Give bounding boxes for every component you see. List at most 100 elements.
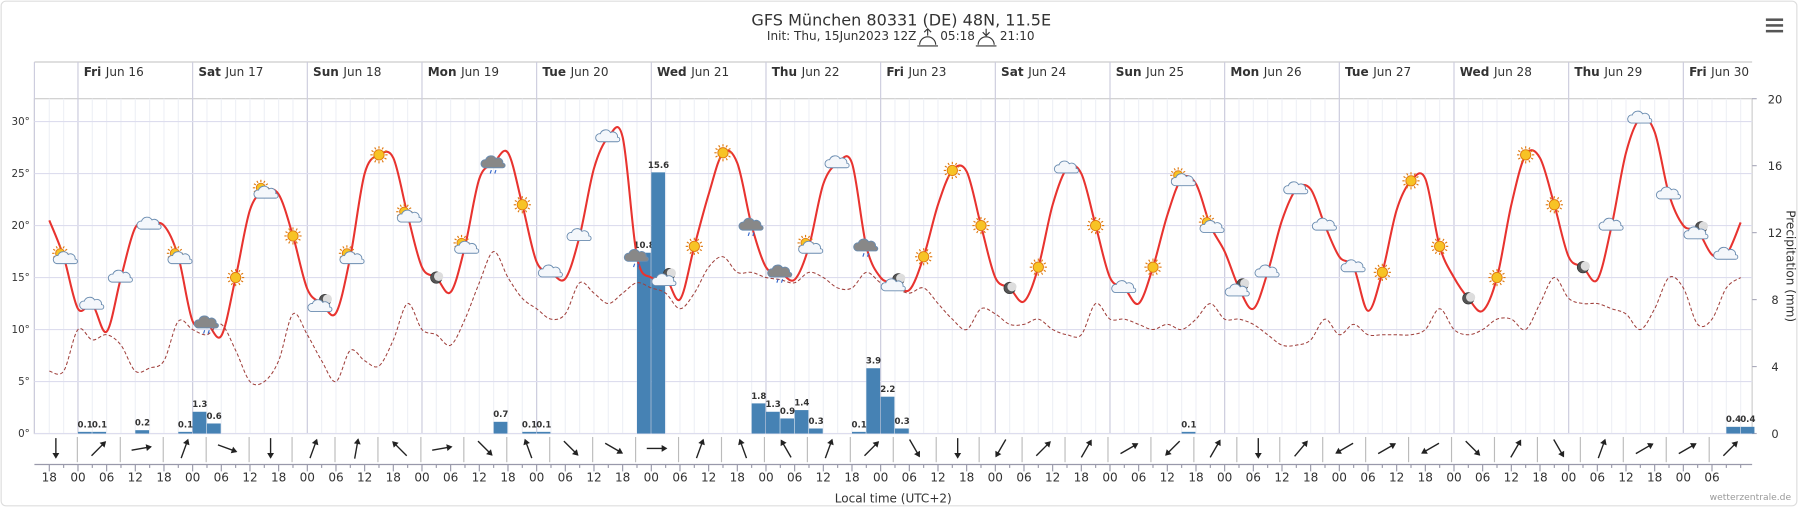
- sun-ray: [1209, 214, 1212, 218]
- y-tick-label: 15°: [12, 272, 30, 284]
- weekday: Sat: [1001, 65, 1024, 79]
- wind-arrow: [695, 438, 705, 459]
- day-label: Sun Jun 18: [313, 65, 381, 79]
- sun-ray: [1098, 217, 1101, 221]
- wind-arrow: [432, 444, 453, 452]
- weather-icon: [738, 217, 764, 237]
- sun-ray: [298, 231, 301, 234]
- sun-ray: [1444, 249, 1448, 252]
- sun-ray: [466, 238, 469, 241]
- sun-ray: [918, 261, 921, 265]
- arrow-head: [1165, 449, 1172, 456]
- sun-ray: [265, 183, 269, 186]
- moon-light: [1466, 292, 1476, 302]
- day-label: Tue Jun 20: [542, 65, 608, 79]
- rain-drop: [637, 263, 640, 268]
- arrow-head: [661, 444, 668, 452]
- arrow-head: [1689, 443, 1697, 450]
- precip-label: 0.1: [178, 420, 193, 430]
- sun-ray: [399, 204, 402, 208]
- y-tick-label: 5°: [18, 376, 30, 388]
- arrow-head: [1044, 441, 1051, 448]
- x-tick-label: 12: [930, 471, 945, 485]
- precip-label: 0.1: [536, 420, 551, 430]
- x-tick-label: 18: [271, 471, 286, 485]
- wind-arrow: [477, 440, 493, 456]
- cloud-shape: [136, 216, 162, 230]
- x-tick-label: 12: [242, 471, 257, 485]
- sun-ray: [986, 228, 989, 231]
- x-tick-label: 18: [42, 471, 57, 485]
- sun-ray: [179, 248, 183, 251]
- sun-ray: [947, 162, 950, 166]
- sun-ray: [1530, 157, 1534, 160]
- precip-bar: [1726, 426, 1741, 434]
- cloud-shape: [253, 185, 279, 199]
- cloud-shape: [824, 155, 850, 169]
- sun-disc: [946, 164, 958, 177]
- precip-label: 0.1: [522, 420, 537, 430]
- rain-drop: [866, 253, 870, 257]
- sun-disc: [1548, 199, 1560, 211]
- weekday: Sun: [1116, 65, 1142, 79]
- wind-arrow: [780, 439, 792, 458]
- day-label: Mon Jun 26: [1230, 65, 1301, 79]
- weather-icon: [1111, 280, 1137, 293]
- sun-ray: [1431, 241, 1435, 244]
- x-tick-label: 06: [787, 471, 802, 485]
- sun-ray: [1434, 238, 1438, 242]
- arrow-head: [872, 441, 880, 448]
- x-tick-label: 18: [1303, 471, 1318, 485]
- rain-drop: [747, 232, 750, 237]
- arrow-head: [1647, 443, 1654, 450]
- sun-ray: [295, 241, 298, 244]
- arrow-head: [616, 447, 624, 454]
- sun-ray: [1145, 269, 1148, 272]
- sun-ray: [527, 207, 531, 210]
- sun-ray: [1180, 168, 1183, 171]
- weather-icon: [1655, 186, 1681, 200]
- x-axis-title: Local time (UTC+2): [835, 491, 952, 505]
- sun-ray: [288, 228, 291, 231]
- date: Jun 17: [225, 65, 264, 79]
- date: Jun 29: [1603, 65, 1642, 79]
- y-tick-label: 10°: [12, 324, 30, 336]
- cloud-shape: [623, 248, 649, 262]
- sun-ray: [1559, 199, 1563, 203]
- cloud-shape: [566, 228, 592, 242]
- cloud-shape: [651, 273, 677, 287]
- sun-ray: [253, 183, 257, 186]
- weekday: Mon: [428, 65, 457, 79]
- sun-ray: [1559, 207, 1563, 210]
- sun-ray: [371, 157, 374, 160]
- sun-ray: [371, 150, 374, 153]
- sun-ray: [1090, 217, 1093, 221]
- moon-light: [1007, 282, 1017, 292]
- y2-tick-label: 12: [1768, 226, 1783, 240]
- arrow-head: [1600, 438, 1607, 446]
- weather-icon: [767, 264, 793, 283]
- weekday: Sat: [198, 65, 221, 79]
- sun-ray: [238, 269, 241, 273]
- sun-ray: [947, 175, 950, 179]
- cloud-shape: [1713, 246, 1739, 260]
- precip-label: 0.1: [1181, 420, 1196, 430]
- date: Jun 27: [1372, 65, 1411, 79]
- sun-ray: [339, 248, 343, 251]
- weekday: Fri: [84, 65, 102, 79]
- sun-disc: [287, 230, 299, 242]
- weather-icon: [136, 216, 162, 230]
- x-tick-label: 00: [758, 471, 773, 485]
- precip-bar: [751, 403, 766, 434]
- precip-bar: [765, 411, 780, 434]
- sun-disc: [1434, 240, 1446, 252]
- precip-label: 10.8: [634, 241, 655, 251]
- x-tick-label: 00: [70, 471, 85, 485]
- sun-ray: [1033, 259, 1036, 262]
- sun-ray: [396, 207, 400, 210]
- wind-arrow: [353, 438, 361, 459]
- wind-arrow: [1080, 439, 1092, 458]
- sun-ray: [725, 157, 728, 161]
- sun-ray: [944, 165, 948, 168]
- menu-button[interactable]: [1765, 18, 1784, 33]
